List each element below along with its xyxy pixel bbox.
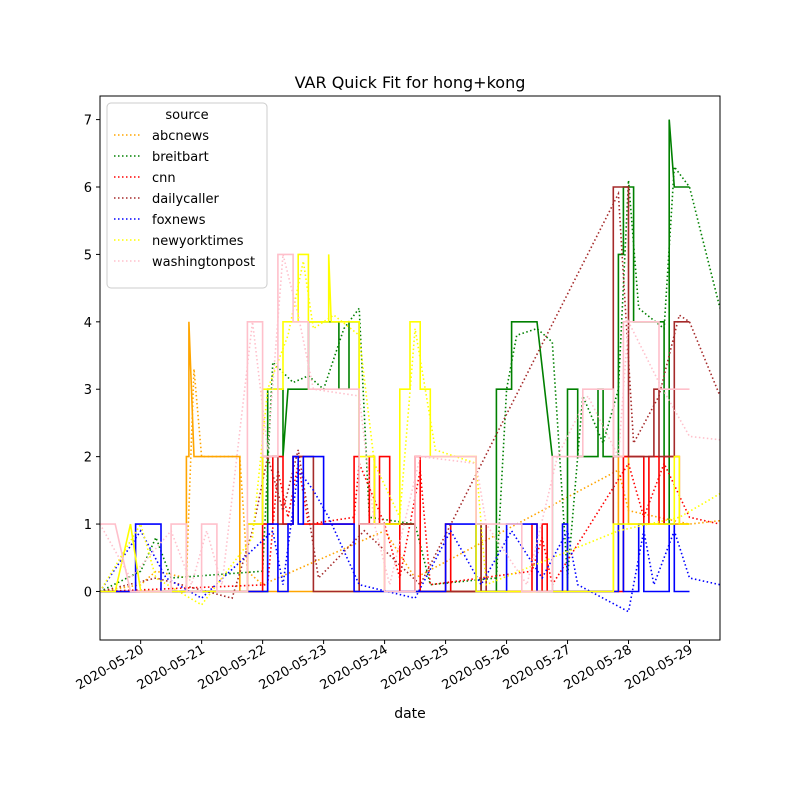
x-axis-label: date (394, 706, 426, 722)
legend-label-foxnews: foxnews (152, 213, 206, 228)
y-tick-label: 4 (84, 316, 92, 331)
y-tick-label: 7 (84, 114, 92, 129)
chart-title: VAR Quick Fit for hong+kong (295, 73, 526, 92)
y-tick-label: 3 (84, 383, 92, 398)
plot-frame (99, 95, 721, 641)
legend-label-cnn: cnn (152, 171, 176, 186)
y-tick-label: 0 (84, 585, 92, 600)
series-layer (100, 119, 720, 613)
legend-label-newyorktimes: newyorktimes (152, 234, 244, 249)
legend-label-washingtonpost: washingtonpost (152, 255, 255, 270)
series-line-abcnews-fitted (100, 368, 720, 593)
legend-items: abcnews breitbart cnn dailycaller foxnews new… (114, 129, 255, 270)
y-tick-label: 5 (84, 248, 92, 263)
series-line-newyorktimes-fitted (100, 261, 720, 606)
y-tick-label: 6 (84, 181, 92, 196)
legend-label-dailycaller: dailycaller (152, 192, 219, 207)
legend-label-abcnews: abcnews (152, 129, 209, 144)
series-line-washingtonpost-fitted (100, 254, 720, 588)
legend: source abcnews breitbart cnn dailycaller fox… (106, 102, 268, 289)
legend-box (106, 102, 268, 289)
series-line-foxnews-fitted (100, 468, 720, 613)
legend-title: source (165, 108, 208, 123)
series-line-washingtonpost-actual (100, 253, 690, 593)
y-tick-label: 2 (84, 451, 92, 466)
series-line-breitbart-fitted (100, 164, 720, 593)
y-tick-label: 1 (84, 518, 92, 533)
legend-label-breitbart: breitbart (152, 150, 209, 165)
